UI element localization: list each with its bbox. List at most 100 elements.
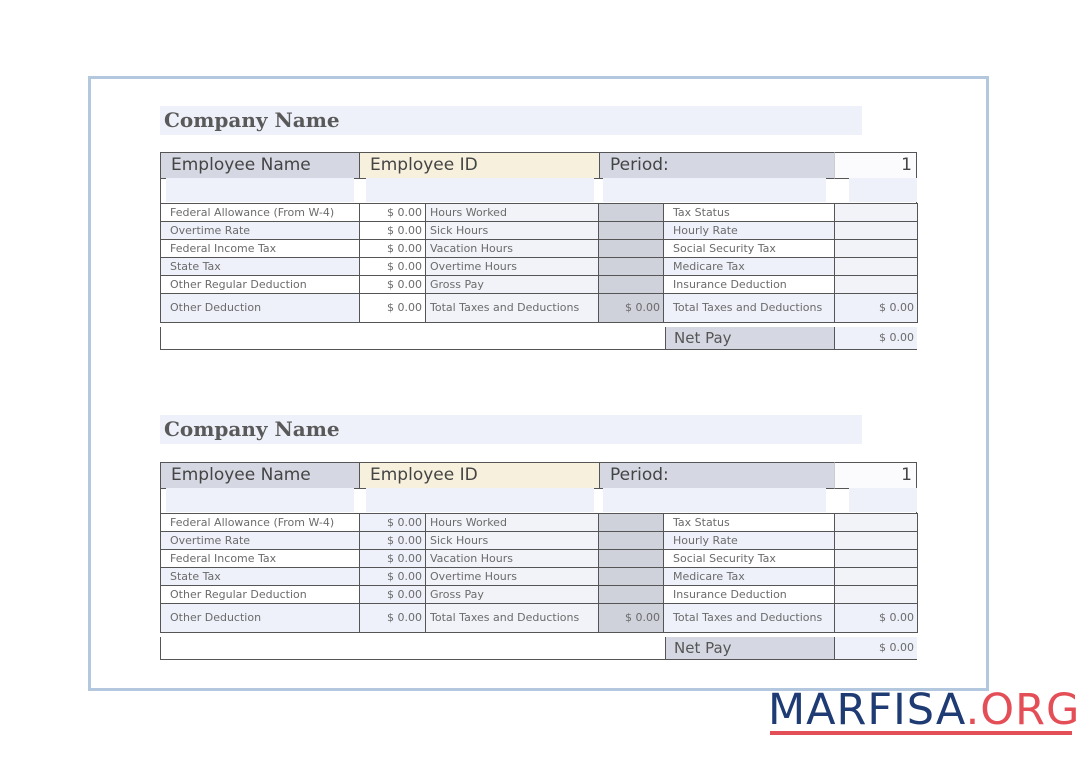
period-field[interactable] — [603, 488, 826, 512]
hours-value[interactable] — [598, 203, 664, 222]
logo-text-suffix: .ORG — [965, 685, 1081, 735]
tax-label: Social Security Tax — [663, 549, 835, 568]
hours-label: Overtime Hours — [425, 257, 599, 276]
table-row: Federal Income Tax $ 0.00 Vacation Hours So… — [160, 549, 918, 568]
hours-label: Vacation Hours — [425, 239, 599, 258]
deduction-amount[interactable]: $ 0.00 — [359, 221, 426, 240]
deduction-label: Other Deduction — [160, 293, 360, 323]
tax-label: Insurance Deduction — [663, 275, 835, 294]
net-pay-value[interactable]: $ 0.00 — [835, 637, 917, 659]
employee-id-field[interactable] — [366, 178, 594, 202]
deduction-amount[interactable]: $ 0.00 — [359, 203, 426, 222]
hours-value[interactable] — [598, 585, 664, 604]
hours-value[interactable] — [598, 257, 664, 276]
hours-label: Gross Pay — [425, 275, 599, 294]
tax-label: Social Security Tax — [663, 239, 835, 258]
deduction-label: Federal Income Tax — [160, 239, 360, 258]
deduction-amount[interactable]: $ 0.00 — [359, 239, 426, 258]
deduction-label: State Tax — [160, 567, 360, 586]
tax-label: Tax Status — [663, 513, 835, 532]
deduction-label: Federal Allowance (From W-4) — [160, 513, 360, 532]
deduction-label: State Tax — [160, 257, 360, 276]
hours-label: Total Taxes and Deductions — [425, 603, 599, 633]
employee-id-header: Employee ID — [359, 152, 600, 179]
net-pay-label: Net Pay — [665, 637, 835, 659]
hours-label: Sick Hours — [425, 531, 599, 550]
tax-label: Hourly Rate — [663, 221, 835, 240]
tax-value[interactable] — [834, 513, 918, 532]
tax-value[interactable] — [834, 275, 918, 294]
deduction-amount[interactable]: $ 0.00 — [359, 549, 426, 568]
net-pay-label: Net Pay — [665, 327, 835, 349]
tax-value[interactable]: $ 0.00 — [834, 603, 918, 633]
deduction-amount[interactable]: $ 0.00 — [359, 293, 426, 323]
hours-value[interactable] — [598, 239, 664, 258]
employee-id-field[interactable] — [366, 488, 594, 512]
tax-value[interactable] — [834, 585, 918, 604]
hours-label: Vacation Hours — [425, 549, 599, 568]
deduction-amount[interactable]: $ 0.00 — [359, 531, 426, 550]
table-row: State Tax $ 0.00 Overtime Hours Medicare Ta… — [160, 257, 918, 276]
logo-underline — [770, 731, 1072, 735]
table-row: Other Deduction $ 0.00 Total Taxes and Ded… — [160, 603, 918, 633]
period-header: Period: — [599, 462, 835, 489]
hours-value[interactable] — [598, 531, 664, 550]
table-row: Other Regular Deduction $ 0.00 Gross Pay In… — [160, 275, 918, 294]
tax-value[interactable]: $ 0.00 — [834, 293, 918, 323]
tax-label: Total Taxes and Deductions — [663, 603, 835, 633]
hours-value[interactable] — [598, 275, 664, 294]
tax-value[interactable] — [834, 549, 918, 568]
company-name: Company Name — [160, 415, 862, 444]
employee-name-field[interactable] — [166, 178, 354, 202]
deduction-amount[interactable]: $ 0.00 — [359, 257, 426, 276]
tax-value[interactable] — [834, 257, 918, 276]
hours-value[interactable] — [598, 513, 664, 532]
hours-label: Overtime Hours — [425, 567, 599, 586]
deduction-amount[interactable]: $ 0.00 — [359, 585, 426, 604]
pay-details-grid: Federal Allowance (From W-4) $ 0.00 Hours … — [160, 513, 918, 633]
hours-value[interactable] — [598, 567, 664, 586]
table-row: State Tax $ 0.00 Overtime Hours Medicare Ta… — [160, 567, 918, 586]
hours-value[interactable]: $ 0.00 — [598, 603, 664, 633]
tax-value[interactable] — [834, 531, 918, 550]
net-pay-value[interactable]: $ 0.00 — [835, 327, 917, 349]
table-row: Overtime Rate $ 0.00 Sick Hours Hourly Rate — [160, 221, 918, 240]
tax-label: Tax Status — [663, 203, 835, 222]
tax-label: Insurance Deduction — [663, 585, 835, 604]
tax-value[interactable] — [834, 567, 918, 586]
deduction-label: Federal Income Tax — [160, 549, 360, 568]
deduction-label: Other Deduction — [160, 603, 360, 633]
hours-value[interactable] — [598, 221, 664, 240]
period-number: 1 — [834, 152, 917, 179]
deduction-amount[interactable]: $ 0.00 — [359, 603, 426, 633]
tax-value[interactable] — [834, 239, 918, 258]
deduction-label: Other Regular Deduction — [160, 585, 360, 604]
hours-value[interactable]: $ 0.00 — [598, 293, 664, 323]
employee-id-header: Employee ID — [359, 462, 600, 489]
tax-value[interactable] — [834, 203, 918, 222]
period-number-field[interactable] — [849, 178, 917, 202]
employee-name-header: Employee Name — [160, 152, 360, 179]
period-number: 1 — [834, 462, 917, 489]
employee-name-field[interactable] — [166, 488, 354, 512]
period-number-field[interactable] — [849, 488, 917, 512]
company-name: Company Name — [160, 106, 862, 135]
table-row: Federal Allowance (From W-4) $ 0.00 Hours … — [160, 513, 918, 532]
tax-value[interactable] — [834, 221, 918, 240]
tax-label: Medicare Tax — [663, 567, 835, 586]
deduction-amount[interactable]: $ 0.00 — [359, 275, 426, 294]
hours-label: Gross Pay — [425, 585, 599, 604]
net-pay-row: Net Pay $ 0.00 — [160, 327, 917, 350]
table-row: Federal Income Tax $ 0.00 Vacation Hours So… — [160, 239, 918, 258]
employee-name-header: Employee Name — [160, 462, 360, 489]
hours-label: Sick Hours — [425, 221, 599, 240]
logo-text-main: MARFISA — [768, 685, 966, 735]
deduction-amount[interactable]: $ 0.00 — [359, 567, 426, 586]
deduction-amount[interactable]: $ 0.00 — [359, 513, 426, 532]
table-row: Federal Allowance (From W-4) $ 0.00 Hours … — [160, 203, 918, 222]
tax-label: Medicare Tax — [663, 257, 835, 276]
hours-label: Hours Worked — [425, 513, 599, 532]
hours-value[interactable] — [598, 549, 664, 568]
table-row: Overtime Rate $ 0.00 Sick Hours Hourly Rate — [160, 531, 918, 550]
period-field[interactable] — [603, 178, 826, 202]
